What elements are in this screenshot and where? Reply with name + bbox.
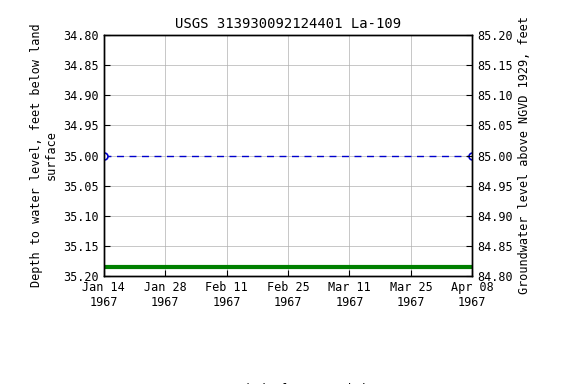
Legend: Period of approved data: Period of approved data (190, 383, 386, 384)
Title: USGS 313930092124401 La-109: USGS 313930092124401 La-109 (175, 17, 401, 31)
Y-axis label: Depth to water level, feet below land
surface: Depth to water level, feet below land su… (29, 24, 58, 287)
Y-axis label: Groundwater level above NGVD 1929, feet: Groundwater level above NGVD 1929, feet (518, 17, 532, 295)
